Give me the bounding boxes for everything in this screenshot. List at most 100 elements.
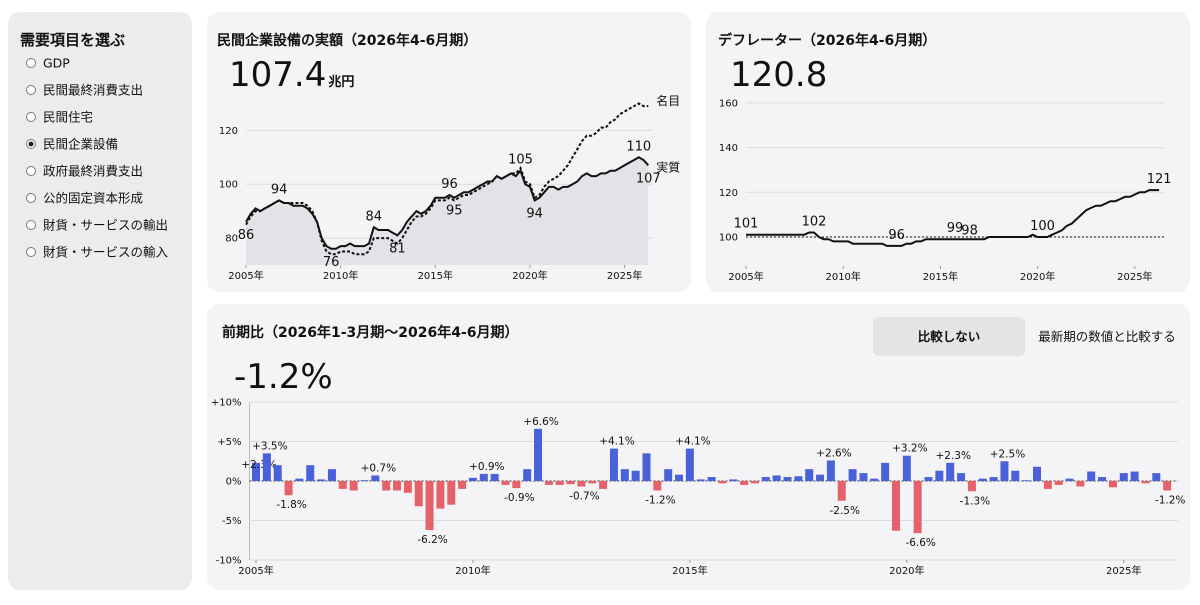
bar [544, 481, 553, 485]
bar [631, 470, 640, 481]
annotation: 98 [961, 223, 978, 238]
sidebar-title: 需要項目を選ぶ [20, 31, 125, 49]
bar [414, 481, 423, 507]
radio[interactable] [26, 58, 36, 68]
bar [946, 462, 955, 481]
annotation: 94 [271, 182, 288, 197]
bar [642, 453, 651, 481]
bar [740, 481, 749, 485]
bar [848, 469, 857, 481]
radio[interactable] [26, 112, 36, 122]
x-tick-label: 2020年 [1020, 270, 1055, 283]
annotation: 99 [947, 221, 964, 236]
bar [555, 481, 564, 485]
bar [957, 473, 966, 481]
value-label: -2.5% [830, 505, 860, 517]
option-label[interactable]: 財貨・サービスの輸出 [43, 218, 168, 233]
y-tick-label: +10% [211, 398, 242, 409]
y-tick-label: -10% [216, 556, 242, 567]
compare-option[interactable]: 最新期の数値と比較する [1038, 329, 1176, 344]
bar [1065, 478, 1074, 481]
y-tick-label: 140 [719, 143, 738, 154]
bar [664, 469, 673, 481]
compare-button[interactable] [873, 317, 1025, 356]
bar [1076, 481, 1085, 487]
annotation: 110 [626, 139, 651, 154]
bar [685, 448, 694, 481]
x-tick-label: 2010年 [825, 270, 860, 283]
bar [284, 481, 293, 496]
bar [696, 479, 705, 481]
x-tick-label: 2025年 [607, 269, 642, 282]
y-tick-label: 160 [719, 98, 738, 109]
radio[interactable] [26, 85, 36, 95]
bar [881, 462, 890, 481]
option-label[interactable]: GDP [43, 56, 70, 71]
compare-option[interactable]: 比較しない [918, 329, 981, 344]
annotation: 76 [323, 255, 340, 270]
y-tick-label: 0% [226, 477, 242, 488]
bar [262, 453, 271, 481]
y-tick-label: -5% [222, 516, 241, 527]
bar [902, 455, 911, 481]
radio[interactable] [26, 193, 36, 203]
option-label[interactable]: 財貨・サービスの輸入 [43, 245, 169, 260]
bar [978, 478, 987, 481]
value-label: -1.2% [645, 494, 675, 506]
bar [1119, 473, 1128, 481]
radio[interactable] [26, 220, 36, 230]
value-label: +3.2% [892, 443, 927, 455]
x-tick-label: 2020年 [512, 269, 547, 282]
bar [826, 460, 835, 481]
bar [1087, 471, 1096, 481]
x-tick-label: 2005年 [728, 270, 763, 283]
bar [653, 481, 662, 491]
bar [425, 481, 434, 530]
value-label: -0.7% [569, 491, 599, 503]
x-tick-label: 2010年 [455, 564, 490, 577]
headline-value: 107.4 [229, 55, 326, 95]
bar [252, 462, 261, 481]
bar [609, 448, 618, 481]
annotation: 101 [734, 217, 759, 232]
option-label[interactable]: 政府最終消費支出 [43, 164, 143, 179]
annotation: 121 [1147, 172, 1172, 187]
bar [599, 481, 608, 489]
bar [1141, 481, 1150, 484]
area [246, 157, 649, 265]
bar [1152, 473, 1161, 481]
bar [490, 473, 499, 481]
card [706, 12, 1190, 292]
value-label: +4.1% [675, 436, 710, 448]
bar [403, 481, 412, 493]
card-title: デフレーター（2026年4-6月期） [718, 32, 936, 49]
bar [360, 480, 369, 481]
option-label[interactable]: 民間企業設備 [43, 137, 118, 152]
annotation: 86 [238, 228, 255, 243]
annotation: 96 [888, 228, 905, 243]
annotation: 102 [802, 214, 827, 229]
annotation: 95 [446, 204, 463, 219]
value-label: +6.6% [523, 416, 558, 428]
x-tick-label: 2015年 [672, 564, 707, 577]
radio-dot [28, 141, 34, 147]
bar [935, 470, 944, 481]
y-tick-label: 120 [719, 188, 738, 199]
bar [393, 481, 402, 491]
bar [718, 481, 727, 484]
bar [794, 476, 803, 481]
bar [1000, 461, 1009, 481]
bar [349, 481, 358, 491]
bar [1032, 466, 1041, 481]
option-label[interactable]: 公的固定資本形成 [43, 191, 143, 206]
radio[interactable] [26, 166, 36, 176]
radio[interactable] [26, 247, 36, 257]
bar [805, 469, 814, 481]
option-label[interactable]: 民間最終消費支出 [43, 83, 143, 98]
bar [458, 481, 467, 489]
line [245, 156, 650, 250]
value-label: +0.7% [361, 462, 396, 474]
option-label[interactable]: 民間住宅 [43, 110, 93, 125]
bar [783, 477, 792, 481]
bar [859, 473, 868, 481]
